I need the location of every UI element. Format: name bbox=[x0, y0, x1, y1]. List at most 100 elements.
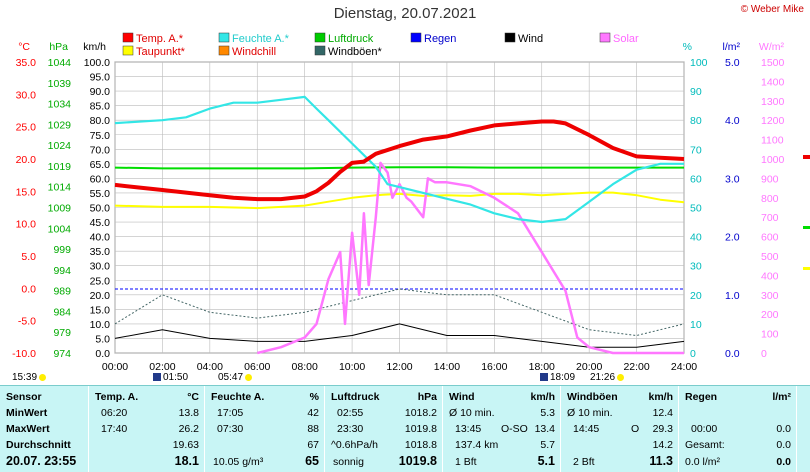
pressure-tick-label: 1009 bbox=[48, 203, 72, 215]
sun-icon bbox=[39, 373, 47, 381]
temp-unit-label: °C bbox=[18, 41, 30, 53]
humidity-tick-label: 50 bbox=[690, 203, 702, 215]
current-datetime: 20.07. 23:55 bbox=[6, 454, 77, 468]
temp-tick-label: 15.0 bbox=[16, 186, 37, 198]
wind-tick-label: 100.0 bbox=[84, 57, 110, 69]
wind-current-value: 5.1 bbox=[537, 454, 555, 468]
rain-tick-label: 0.0 bbox=[725, 348, 740, 360]
x-tick-label: 00:00 bbox=[102, 361, 128, 373]
legend-label: Luftdruck bbox=[328, 33, 374, 45]
pressure-tick-label: 1044 bbox=[48, 57, 72, 69]
temp-current-marker bbox=[803, 155, 810, 159]
sunset-time: 21:26 bbox=[590, 372, 616, 383]
gust-avg-value: 14.2 bbox=[652, 439, 673, 451]
x-tick-label: 02:00 bbox=[149, 361, 175, 373]
humidity-min-value: 42 bbox=[307, 407, 319, 419]
dawn-time: 15:39 bbox=[12, 372, 38, 383]
humidity-tick-label: 20 bbox=[690, 290, 702, 302]
pressure-min-time: 02:55 bbox=[337, 407, 364, 419]
copyright[interactable]: © Weber Mike bbox=[740, 4, 804, 15]
wind-tick-label: 60.0 bbox=[90, 173, 111, 185]
wind-distance: 137.4 km bbox=[455, 439, 499, 451]
wind-beaufort: 1 Bft bbox=[455, 456, 477, 468]
temp-tick-label: 5.0 bbox=[21, 251, 36, 263]
wind-tick-label: 15.0 bbox=[90, 304, 111, 316]
solar-tick-label: 500 bbox=[761, 251, 779, 263]
pressure-current-value: 1019.8 bbox=[398, 454, 437, 468]
gust-max-value: 29.3 bbox=[652, 423, 673, 435]
legend-label: Solar bbox=[613, 33, 639, 45]
solar-tick-label: 1100 bbox=[761, 135, 784, 147]
solar-tick-label: 800 bbox=[761, 193, 779, 205]
humidity-tick-label: 0 bbox=[690, 348, 696, 360]
pressure-tick-label: 1014 bbox=[48, 182, 72, 194]
legend-label: Wind bbox=[518, 33, 543, 45]
pressure-tick-label: 989 bbox=[53, 286, 71, 298]
solar-tick-label: 900 bbox=[761, 173, 779, 185]
temp-max-value: 26.2 bbox=[178, 423, 199, 435]
temp-header: Temp. A. bbox=[95, 391, 139, 403]
humidity-tick-label: 80 bbox=[690, 115, 702, 127]
pressure-tick-label: 1004 bbox=[48, 223, 72, 235]
humidity-current-value: 65 bbox=[305, 454, 319, 468]
humidity-tick-label: 30 bbox=[690, 261, 702, 273]
wind-unit-label: km/h bbox=[83, 41, 106, 53]
rain-tick-label: 5.0 bbox=[725, 57, 740, 69]
wind-max-direction: O-SO bbox=[501, 423, 528, 435]
wind-tick-label: 70.0 bbox=[90, 144, 111, 156]
rain-max-time: 00:00 bbox=[691, 423, 718, 435]
moon-icon bbox=[153, 373, 161, 382]
x-tick-label: 06:00 bbox=[244, 361, 270, 373]
series-taupunkt-line bbox=[114, 191, 685, 210]
wind-avg-value: 5.7 bbox=[540, 439, 555, 451]
temp-tick-label: 0.0 bbox=[21, 283, 36, 295]
wind-tick-label: 25.0 bbox=[90, 275, 111, 287]
rain-header: Regen bbox=[685, 391, 718, 403]
moonset-time: 01:50 bbox=[163, 372, 189, 383]
legend-label: Temp. A.* bbox=[136, 33, 184, 45]
sunset-marker: 21:26 bbox=[590, 372, 625, 383]
wind-tick-label: 90.0 bbox=[90, 86, 111, 98]
legend-swatch bbox=[122, 32, 134, 43]
series-solar-line bbox=[257, 161, 684, 355]
sunrise-marker: 05:47 bbox=[218, 372, 253, 383]
rain-unit: l/m² bbox=[772, 391, 791, 403]
x-tick-label: 10:00 bbox=[339, 361, 365, 373]
x-tick-label: 14:00 bbox=[434, 361, 460, 373]
pressure-tick-label: 1019 bbox=[48, 161, 72, 173]
gust-beaufort: 2 Bft bbox=[573, 456, 595, 468]
pressure-column: Luftdruck hPa 02:55 1018.2 23:30 1019.8 … bbox=[324, 386, 443, 472]
sensor-column: Sensor MinWert MaxWert Durchschnitt 20.0… bbox=[0, 386, 88, 472]
gust-unit: km/h bbox=[648, 391, 673, 403]
rain-total-value: 0.0 bbox=[776, 439, 791, 451]
wind-tick-label: 75.0 bbox=[90, 130, 111, 142]
series-tempa-line bbox=[114, 119, 685, 202]
pressure-tick-label: 994 bbox=[53, 265, 71, 277]
wind-column: Wind km/h Ø 10 min. 5.3 13:45 O-SO 13.4 … bbox=[442, 386, 561, 472]
pressure-max-value: 1019.8 bbox=[404, 423, 437, 435]
legend-swatch bbox=[410, 32, 422, 43]
wind-tick-label: 45.0 bbox=[90, 217, 111, 229]
temp-tick-label: -5.0 bbox=[18, 316, 36, 328]
rain-current-value: 0.0 bbox=[776, 456, 791, 468]
legend-swatch bbox=[599, 32, 611, 43]
temp-avg-value: 19.63 bbox=[172, 439, 199, 451]
solar-tick-label: 1200 bbox=[761, 115, 785, 127]
gust-column: Windböen km/h Ø 10 min. 12.4 14:45 O 29.… bbox=[560, 386, 679, 472]
wind-tick-label: 95.0 bbox=[90, 72, 111, 84]
legend-label: Windböen* bbox=[328, 46, 383, 58]
legend-swatch bbox=[314, 45, 326, 56]
rain-total-label: Gesamt: bbox=[685, 439, 725, 451]
wind-unit: km/h bbox=[530, 391, 555, 403]
wind-header: Wind bbox=[449, 391, 475, 403]
humidity-tick-label: 10 bbox=[690, 319, 702, 331]
temp-column: Temp. A. °C 06:20 13.8 17:40 26.2 19.63 … bbox=[88, 386, 205, 472]
rain-tick-label: 1.0 bbox=[725, 290, 740, 302]
moon-icon bbox=[540, 373, 548, 382]
legend-swatch bbox=[218, 32, 230, 43]
humidity-tick-label: 60 bbox=[690, 173, 702, 185]
x-tick-label: 04:00 bbox=[197, 361, 223, 373]
moonrise-marker: 18:09 bbox=[540, 372, 575, 383]
temp-tick-label: 10.0 bbox=[16, 219, 37, 231]
humidity-header: Feuchte A. bbox=[211, 391, 265, 403]
